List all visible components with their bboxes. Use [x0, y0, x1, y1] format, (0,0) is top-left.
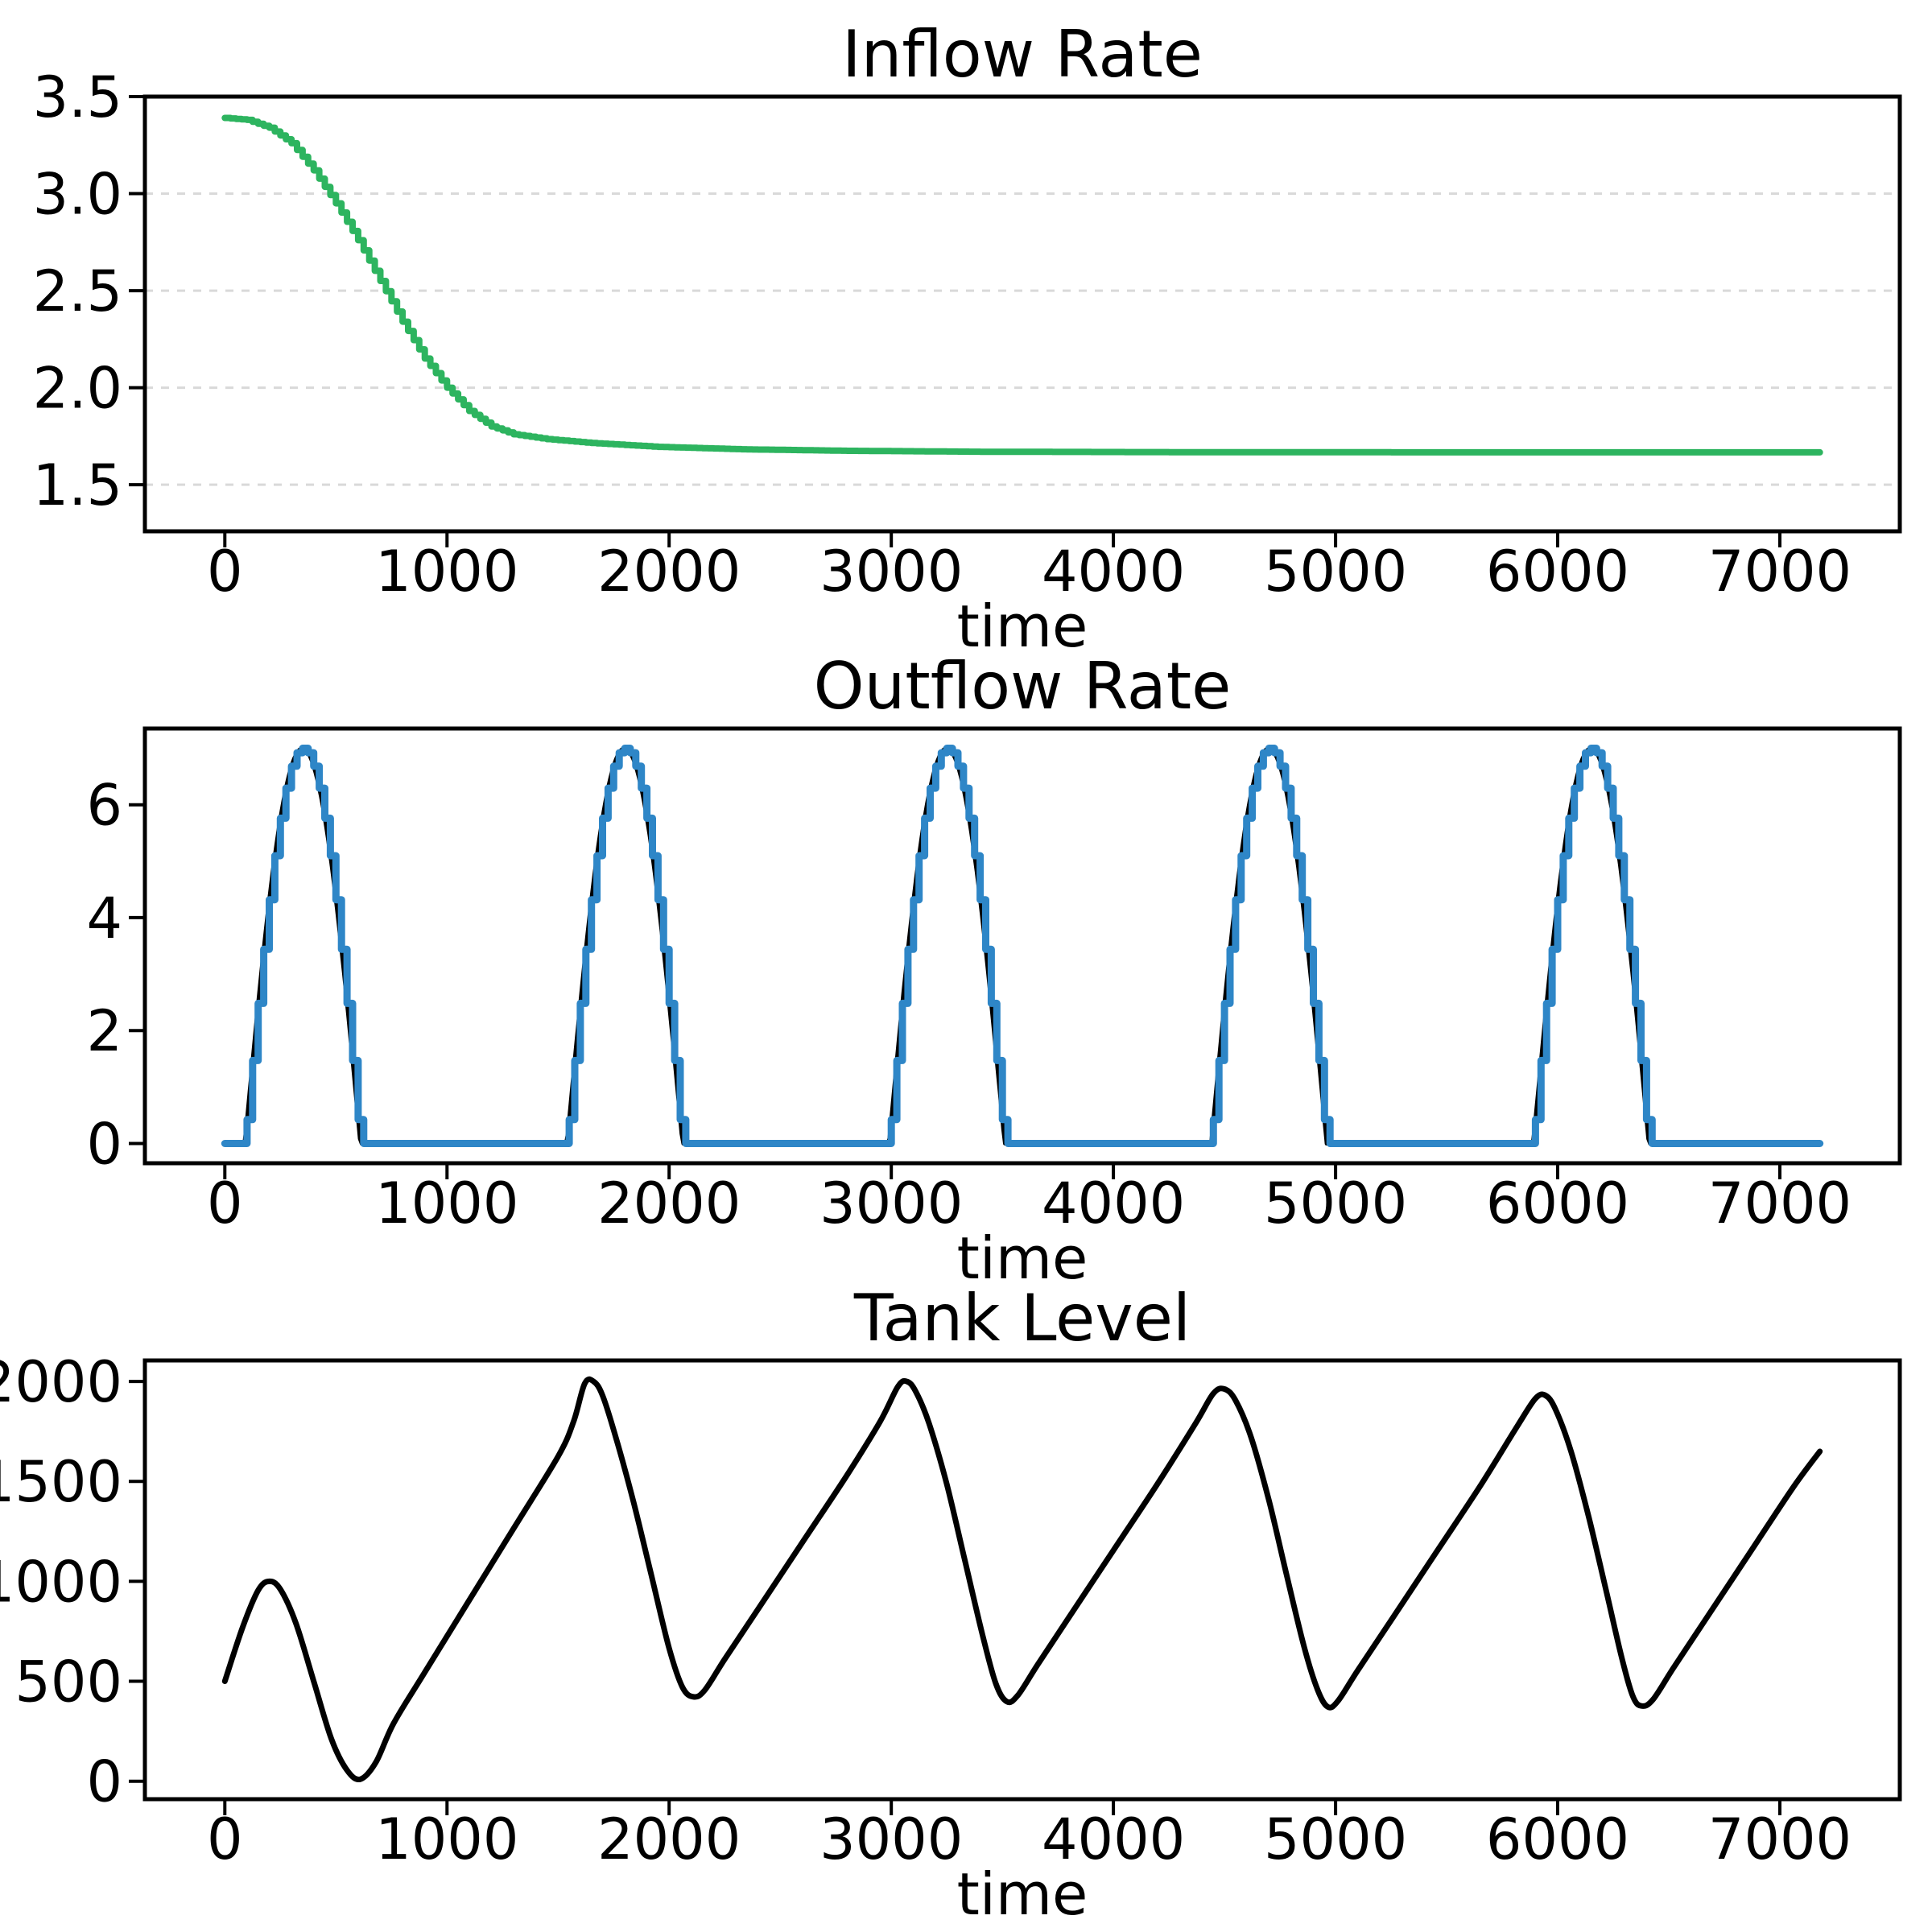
axes-spines: [142, 726, 1902, 1166]
y-tick-label: 4: [86, 886, 122, 952]
x-tick-label: 3000: [819, 1170, 963, 1236]
x-axis-label-inflow: time: [956, 592, 1088, 660]
x-tick-label: 1000: [375, 539, 518, 605]
y-tick-label: 3.0: [33, 162, 122, 228]
series-tank-level-curve: [221, 1376, 1823, 1782]
y-tick-label: 2000: [0, 1349, 122, 1415]
x-tick-label: 0: [207, 539, 243, 605]
x-tick-label: 0: [207, 1806, 243, 1872]
x-tick-label: 5000: [1264, 539, 1407, 605]
y-tick-label: 3.5: [33, 64, 122, 130]
series-outflow-stepped: [221, 745, 1824, 1147]
axes-spines: [142, 94, 1902, 534]
y-tick-label: 6: [86, 773, 122, 839]
x-tick-label: 6000: [1486, 539, 1629, 605]
y-tick-label: 500: [14, 1649, 122, 1715]
chart-outflow-rate: 0 1000 2000 3000 4000 5000 6000 7000 6 4 2 0: [86, 726, 1902, 1236]
axes-spines: [142, 1358, 1902, 1802]
plot-area-outflow-rate: [221, 745, 1824, 1147]
x-tick-label: 2000: [597, 539, 741, 605]
plot-area-tank-level: [221, 1376, 1823, 1782]
x-tick-label: 1000: [375, 1170, 518, 1236]
x-tick-label: 0: [207, 1170, 243, 1236]
x-tick-label: 5000: [1264, 1806, 1407, 1872]
chart-inflow-rate: 0 1000 2000 3000 4000 5000 6000 7000 3.5 3.0 2.5 2.…: [33, 64, 1902, 605]
x-tick-label: 7000: [1708, 539, 1852, 605]
x-axis-label-tank: time: [956, 1860, 1088, 1928]
x-tick-label: 2000: [597, 1806, 741, 1872]
x-tick-label: 2000: [597, 1170, 741, 1236]
y-tick-label: 0: [86, 1112, 122, 1178]
x-tick-label: 6000: [1486, 1170, 1629, 1236]
chart-title-inflow-rate: Inflow Rate: [842, 17, 1203, 92]
x-tick-label: 7000: [1708, 1806, 1852, 1872]
y-tick-label: 2.5: [33, 258, 122, 324]
x-tick-label: 1000: [375, 1806, 518, 1872]
x-tick-label: 4000: [1042, 1170, 1185, 1236]
x-axis-label-outflow: time: [956, 1224, 1088, 1292]
y-tick-label: 0: [86, 1749, 122, 1815]
series-inflow: [221, 114, 1823, 456]
x-tick-label: 3000: [819, 539, 963, 605]
y-tick-label: 1.5: [33, 452, 122, 518]
x-tick-label: 5000: [1264, 1170, 1407, 1236]
y-tick-label: 2.0: [33, 356, 122, 422]
chart-title-tank-level: Tank Level: [853, 1281, 1191, 1356]
y-tick-label: 2: [86, 998, 122, 1064]
x-tick-label: 3000: [819, 1806, 963, 1872]
x-tick-label: 4000: [1042, 1806, 1185, 1872]
plot-area-inflow-rate: [221, 114, 1823, 456]
chart-tank-level: 0100020003000400050006000700020001500100…: [0, 1349, 1902, 1872]
chart-title-outflow-rate: Outflow Rate: [813, 649, 1232, 724]
series-outflow-smooth: [222, 746, 1822, 1146]
x-tick-label: 6000: [1486, 1806, 1629, 1872]
y-tick-label: 1500: [0, 1449, 122, 1515]
x-tick-label: 4000: [1042, 539, 1185, 605]
x-tick-label: 7000: [1708, 1170, 1852, 1236]
y-tick-label: 1000: [0, 1549, 122, 1615]
